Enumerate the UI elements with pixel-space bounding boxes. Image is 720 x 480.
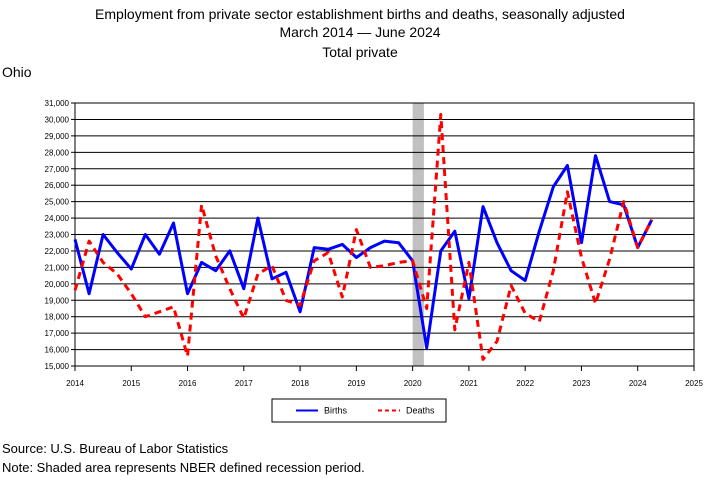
y-tick-label: 17,000	[45, 329, 70, 338]
y-tick-label: 24,000	[45, 214, 70, 223]
y-tick-label: 19,000	[45, 296, 70, 305]
y-tick-label: 22,000	[45, 247, 70, 256]
y-tick-label: 15,000	[45, 362, 70, 371]
y-tick-label: 25,000	[45, 198, 70, 207]
y-tick-label: 26,000	[45, 181, 70, 190]
x-tick-label: 2020	[404, 379, 422, 388]
recession-note: Note: Shaded area represents NBER define…	[2, 460, 365, 475]
chart-period: March 2014 — June 2024	[279, 24, 441, 40]
legend	[271, 398, 447, 423]
x-tick-label: 2021	[460, 379, 478, 388]
chart-subtitle: Ohio	[2, 64, 32, 80]
y-tick-label: 31,000	[45, 99, 70, 108]
y-tick-label: 29,000	[45, 132, 70, 141]
y-tick-label: 30,000	[45, 115, 70, 124]
x-tick-label: 2025	[685, 379, 703, 388]
series-line-deaths	[73, 113, 654, 361]
chart-title: Employment from private sector establish…	[95, 6, 625, 22]
x-tick-label: 2018	[291, 379, 309, 388]
x-tick-label: 2023	[573, 379, 591, 388]
x-tick-label: 2022	[516, 379, 534, 388]
y-tick-label: 20,000	[45, 280, 70, 289]
x-tick-label: 2024	[629, 379, 647, 388]
legend-label-births: Births	[324, 406, 348, 416]
y-tick-label: 21,000	[45, 263, 70, 272]
source-note: Source: U.S. Bureau of Labor Statistics	[2, 441, 229, 456]
x-tick-label: 2017	[235, 379, 253, 388]
y-tick-label: 18,000	[45, 313, 70, 322]
x-tick-label: 2015	[122, 379, 140, 388]
y-tick-label: 16,000	[45, 346, 70, 355]
y-tick-label: 27,000	[45, 165, 70, 174]
x-tick-label: 2014	[66, 379, 84, 388]
x-tick-label: 2019	[347, 379, 365, 388]
chart-series-label: Total private	[322, 44, 398, 60]
y-tick-label: 23,000	[45, 231, 70, 240]
legend-label-deaths: Deaths	[406, 406, 435, 416]
x-tick-label: 2016	[179, 379, 197, 388]
y-tick-label: 28,000	[45, 148, 70, 157]
plot-frame	[74, 102, 695, 367]
